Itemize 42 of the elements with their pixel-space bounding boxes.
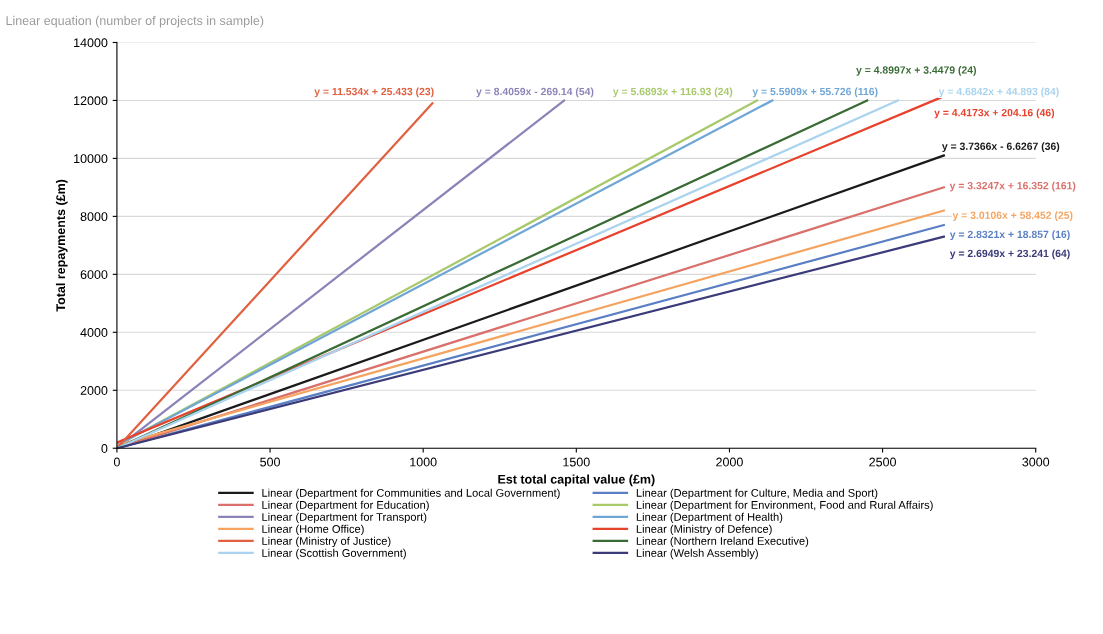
legend-label: Linear (Northern Ireland Executive)	[636, 536, 809, 548]
annotation: y = 3.0106x + 58.452 (25)	[952, 211, 1073, 221]
legend-label: Linear (Department of Health)	[636, 512, 783, 524]
annotation: y = 4.8997x + 3.4479 (24)	[856, 66, 976, 76]
legend-label: Linear (Home Office)	[262, 524, 364, 536]
annotation: y = 2.8321x + 18.857 (16)	[949, 230, 1070, 241]
annotation: y = 4.6842x + 44.893 (84)	[938, 87, 1059, 98]
x-tick-label: 2000	[716, 457, 743, 467]
y-tick-label: 10000	[74, 154, 108, 164]
annotation: y = 2.6949x + 23.241 (64)	[949, 249, 1070, 260]
y-axis-title: Total repayments (£m)	[55, 179, 68, 312]
x-tick-label: 500	[260, 457, 280, 467]
annotation: y = 4.4173x + 204.16 (46)	[934, 108, 1055, 119]
y-tick-label: 14000	[74, 38, 108, 48]
legend-label: Linear (Welsh Assembly)	[636, 548, 758, 560]
y-tick-label: 0	[101, 444, 108, 453]
y-tick-label: 12000	[74, 96, 108, 106]
legend-label: Linear (Department for Environment, Food and Rural Affairs)	[636, 500, 933, 512]
legend-label: Linear (Department for Education)	[262, 500, 429, 512]
legend-label: Linear (Department for Communities and Local Government)	[262, 488, 560, 500]
legend-label: Linear (Department for Transport)	[262, 512, 427, 524]
x-tick-label: 2500	[869, 457, 896, 467]
legend-label: Linear (Department for Culture, Media and Sport)	[636, 488, 878, 500]
x-tick-label: 3000	[1022, 457, 1050, 467]
y-tick-label: 4000	[80, 328, 108, 337]
legend-label: Linear (Ministry of Defence)	[636, 524, 772, 536]
x-axis-title: Est total capital value (£m)	[498, 474, 655, 487]
annotation: y = 5.5909x + 55.726 (116)	[752, 87, 878, 98]
annotation: y = 11.534x + 25.433 (23)	[314, 87, 434, 98]
annotation: y = 5.6893x + 116.93 (24)	[612, 87, 733, 98]
legend-label: Linear (Ministry of Justice)	[262, 536, 391, 548]
y-tick-label: 8000	[80, 212, 108, 222]
x-tick-label: 1000	[410, 457, 437, 467]
annotation: y = 3.3247x + 16.352 (161)	[949, 181, 1076, 192]
y-tick-label: 6000	[80, 270, 108, 279]
x-tick-label: 0	[113, 457, 120, 467]
chart-title: Linear equation (number of projects in sample)	[6, 15, 264, 28]
annotation: y = 8.4059x - 269.14 (54)	[476, 87, 594, 98]
y-tick-label: 2000	[80, 386, 108, 395]
annotation: y = 3.7366x - 6.6267 (36)	[941, 142, 1060, 153]
legend-label: Linear (Scottish Government)	[262, 548, 406, 560]
x-tick-label: 1500	[563, 457, 590, 467]
